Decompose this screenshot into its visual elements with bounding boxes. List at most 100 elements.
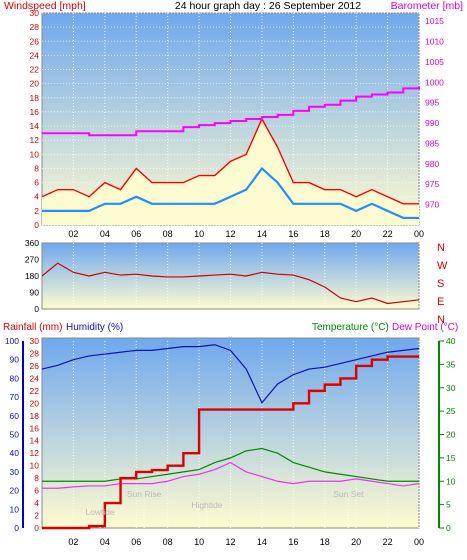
annotation-label: Hightide: [191, 500, 222, 510]
annotation-label: Sun Set: [333, 489, 364, 499]
rainfall-tick-label: 30: [30, 336, 40, 346]
barometer-tick-label: 1000: [425, 77, 444, 87]
rainfall-tick-label: 0: [34, 523, 39, 533]
windspeed-tick-label: 26: [30, 36, 40, 46]
temperature-tick-label: 30: [446, 383, 456, 393]
windspeed-tick-label: 14: [30, 121, 40, 131]
temperature-tick-label: 40: [446, 336, 456, 346]
windspeed-tick-label: 2: [34, 206, 39, 216]
rainfall-tick-label: 14: [30, 436, 40, 446]
annotation-label: Lowtide: [85, 507, 115, 517]
wind-time-ticks: 02 04 06 08 10 12 14 16 18 20 22 00: [68, 229, 424, 239]
barometer-tick-label: 1005: [425, 57, 444, 67]
humidity-tick-label: 90: [10, 355, 20, 365]
dewpoint-line: [42, 461, 420, 489]
direction-compass-label: S: [437, 278, 444, 290]
direction-degree-label: 360: [25, 238, 39, 248]
barometer-axis-title: Barometer [mb]: [391, 0, 463, 12]
rainfall-tick-label: 26: [30, 361, 40, 371]
time-tick-label: 08: [163, 537, 173, 547]
windspeed-tick-label: 22: [30, 65, 40, 75]
temperature-tick-label: 0: [446, 523, 451, 533]
direction-compass-label: E: [437, 296, 444, 308]
humidity-tick-label: 100: [5, 336, 19, 346]
time-tick-label: 16: [288, 229, 298, 239]
windspeed-tick-label: 12: [30, 135, 40, 145]
temperature-ticks: 0 5 10 15 20 25 30 35 40: [439, 336, 456, 533]
barometer-tick-label: 990: [425, 118, 439, 128]
rainfall-tick-label: 4: [34, 498, 39, 508]
time-tick-label: 00: [414, 229, 424, 239]
time-tick-label: 16: [288, 537, 298, 547]
windspeed-tick-label: 28: [30, 22, 40, 32]
rainfall-tick-label: 28: [30, 348, 40, 358]
windspeed-tick-label: 0: [34, 220, 39, 230]
humidity-tick-label: 50: [10, 430, 20, 440]
humidity-tick-label: 20: [10, 486, 20, 496]
temperature-tick-label: 20: [446, 430, 456, 440]
time-tick-label: 06: [131, 537, 141, 547]
temperature-tick-label: 5: [446, 500, 451, 510]
time-tick-label: 02: [68, 229, 78, 239]
time-tick-label: 18: [320, 229, 330, 239]
time-tick-label: 00: [414, 537, 424, 547]
barometer-tick-label: 1015: [425, 16, 444, 26]
rainfall-tick-label: 8: [34, 473, 39, 483]
wind-gust-area: [42, 119, 419, 225]
humidity-tick-label: 0: [14, 523, 19, 533]
humidity-tick-label: 80: [10, 373, 20, 383]
time-tick-label: 06: [131, 229, 141, 239]
windspeed-tick-label: 24: [30, 50, 40, 60]
time-tick-label: 22: [383, 537, 393, 547]
wind-panel-marks: [41, 86, 420, 225]
rainfall-tick-label: 2: [34, 511, 39, 521]
time-tick-label: 04: [100, 229, 110, 239]
temperature-tick-label: 25: [446, 406, 456, 416]
windspeed-tick-label: 8: [34, 163, 39, 173]
direction-panel-grid: [72, 243, 420, 309]
windspeed-tick-label: 4: [34, 192, 39, 202]
time-tick-label: 04: [100, 537, 110, 547]
direction-degree-label: 0: [34, 304, 39, 314]
wind-direction-line: [41, 262, 420, 305]
rainfall-tick-label: 16: [30, 423, 40, 433]
direction-panel-marks: [41, 262, 420, 305]
barometer-tick-label: 1010: [425, 37, 444, 47]
temperature-tick-label: 10: [446, 476, 456, 486]
rainfall-line: [42, 355, 419, 530]
direction-degree-label: 270: [25, 255, 39, 265]
windspeed-tick-label: 6: [34, 178, 39, 188]
rainfall-tick-label: 22: [30, 386, 40, 396]
rain-panel-annotations: Sun Rise Hightide Lowtide Sun Set: [85, 489, 364, 528]
time-tick-label: 14: [257, 229, 267, 239]
wind-gust-line: [41, 117, 419, 205]
barometer-tick-label: 975: [425, 179, 439, 189]
time-tick-label: 12: [225, 229, 235, 239]
barometer-ticks: 970 975 980 985 990 995 1000 1005 1010 1015: [425, 16, 444, 209]
windspeed-tick-label: 16: [30, 107, 40, 117]
windspeed-tick-label: 30: [30, 8, 40, 18]
humidity-line: [41, 344, 420, 404]
direction-compass-label: N: [437, 314, 445, 326]
time-tick-label: 14: [257, 537, 267, 547]
humidity-tick-label: 40: [10, 448, 20, 458]
time-tick-label: 02: [68, 537, 78, 547]
rain-panel-marks: [41, 344, 420, 530]
windspeed-tick-label: 18: [30, 93, 40, 103]
barometer-tick-label: 985: [425, 138, 439, 148]
barometer-tick-label: 970: [425, 200, 439, 210]
barometer-line: [42, 86, 420, 137]
rainfall-axis-title: Rainfall (mm): [3, 322, 62, 333]
barometer-tick-label: 980: [425, 159, 439, 169]
direction-compass-label: W: [437, 260, 448, 272]
time-tick-label: 20: [351, 537, 361, 547]
rainfall-tick-label: 6: [34, 486, 39, 496]
time-tick-label: 18: [320, 537, 330, 547]
rainfall-tick-label: 24: [30, 373, 40, 383]
rainfall-tick-label: 12: [30, 448, 40, 458]
windspeed-tick-label: 10: [30, 149, 40, 159]
